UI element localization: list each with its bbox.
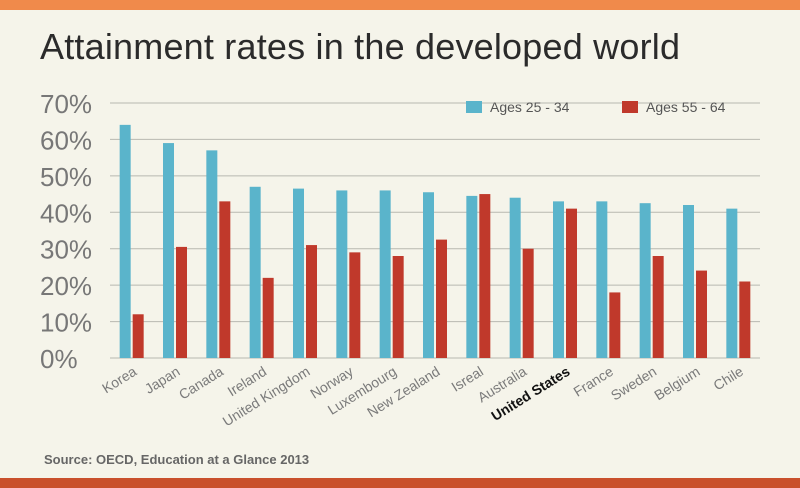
bar-ages-55-64 bbox=[739, 281, 751, 358]
bar-ages-25-34 bbox=[163, 143, 174, 358]
bar-ages-55-64 bbox=[219, 201, 231, 358]
y-tick-label: 0% bbox=[40, 344, 78, 374]
legend: Ages 25 - 34 Ages 55 - 64 bbox=[466, 99, 726, 115]
bar-ages-25-34 bbox=[466, 195, 478, 358]
bar-ages-25-34 bbox=[639, 203, 651, 358]
bar-ages-55-64 bbox=[176, 246, 187, 358]
bar-ages-55-64 bbox=[609, 292, 621, 358]
x-tick-label: France bbox=[570, 363, 616, 400]
bar-ages-55-64 bbox=[262, 277, 274, 358]
bars bbox=[119, 124, 751, 358]
chart-title: Attainment rates in the developed world bbox=[40, 26, 681, 67]
bar-ages-25-34 bbox=[553, 201, 564, 358]
bar-ages-55-64 bbox=[349, 252, 361, 358]
bar-ages-55-64 bbox=[652, 256, 664, 358]
bar-ages-55-64 bbox=[522, 248, 534, 358]
y-tick-label: 70% bbox=[40, 89, 92, 119]
bar-ages-55-64 bbox=[479, 194, 491, 358]
grid-lines bbox=[110, 102, 760, 359]
x-tick-label: Sweden bbox=[608, 363, 659, 403]
bar-ages-25-34 bbox=[423, 192, 434, 358]
y-tick-label: 50% bbox=[40, 162, 92, 192]
source-note: Source: OECD, Education at a Glance 2013 bbox=[44, 452, 310, 467]
bar-ages-25-34 bbox=[379, 190, 391, 358]
bar-ages-25-34 bbox=[683, 205, 694, 358]
bar-ages-25-34 bbox=[119, 124, 131, 358]
bar-ages-25-34 bbox=[293, 188, 304, 358]
bar-ages-55-64 bbox=[696, 270, 707, 358]
bar-ages-55-64 bbox=[132, 314, 144, 358]
bar-ages-55-64 bbox=[566, 208, 577, 358]
top-accent-bar bbox=[0, 0, 800, 10]
bar-ages-55-64 bbox=[436, 239, 447, 358]
legend-swatch bbox=[466, 101, 482, 113]
y-tick-label: 40% bbox=[40, 198, 92, 228]
bar-ages-55-64 bbox=[392, 256, 404, 358]
y-tick-label: 20% bbox=[40, 271, 92, 301]
y-tick-label: 60% bbox=[40, 125, 92, 155]
y-axis-labels: 0% 10% 20% 30% 40% 50% 60% 70% bbox=[40, 89, 92, 374]
bar-ages-25-34 bbox=[336, 190, 348, 358]
bar-ages-25-34 bbox=[596, 201, 608, 358]
bottom-accent-bar bbox=[0, 478, 800, 488]
legend-swatch bbox=[622, 101, 638, 113]
y-tick-label: 10% bbox=[40, 308, 92, 338]
x-tick-label: Canada bbox=[176, 363, 226, 403]
bar-ages-25-34 bbox=[249, 186, 261, 358]
y-tick-label: 30% bbox=[40, 235, 92, 265]
bar-ages-55-64 bbox=[306, 245, 317, 358]
legend-label: Ages 55 - 64 bbox=[646, 99, 726, 115]
x-tick-label: Korea bbox=[99, 363, 139, 396]
bar-ages-25-34 bbox=[726, 208, 738, 358]
bar-ages-25-34 bbox=[206, 150, 218, 358]
x-tick-label: Belgium bbox=[651, 363, 702, 403]
x-tick-label: Chile bbox=[710, 363, 746, 394]
bar-ages-25-34 bbox=[509, 197, 521, 358]
legend-label: Ages 25 - 34 bbox=[490, 99, 570, 115]
